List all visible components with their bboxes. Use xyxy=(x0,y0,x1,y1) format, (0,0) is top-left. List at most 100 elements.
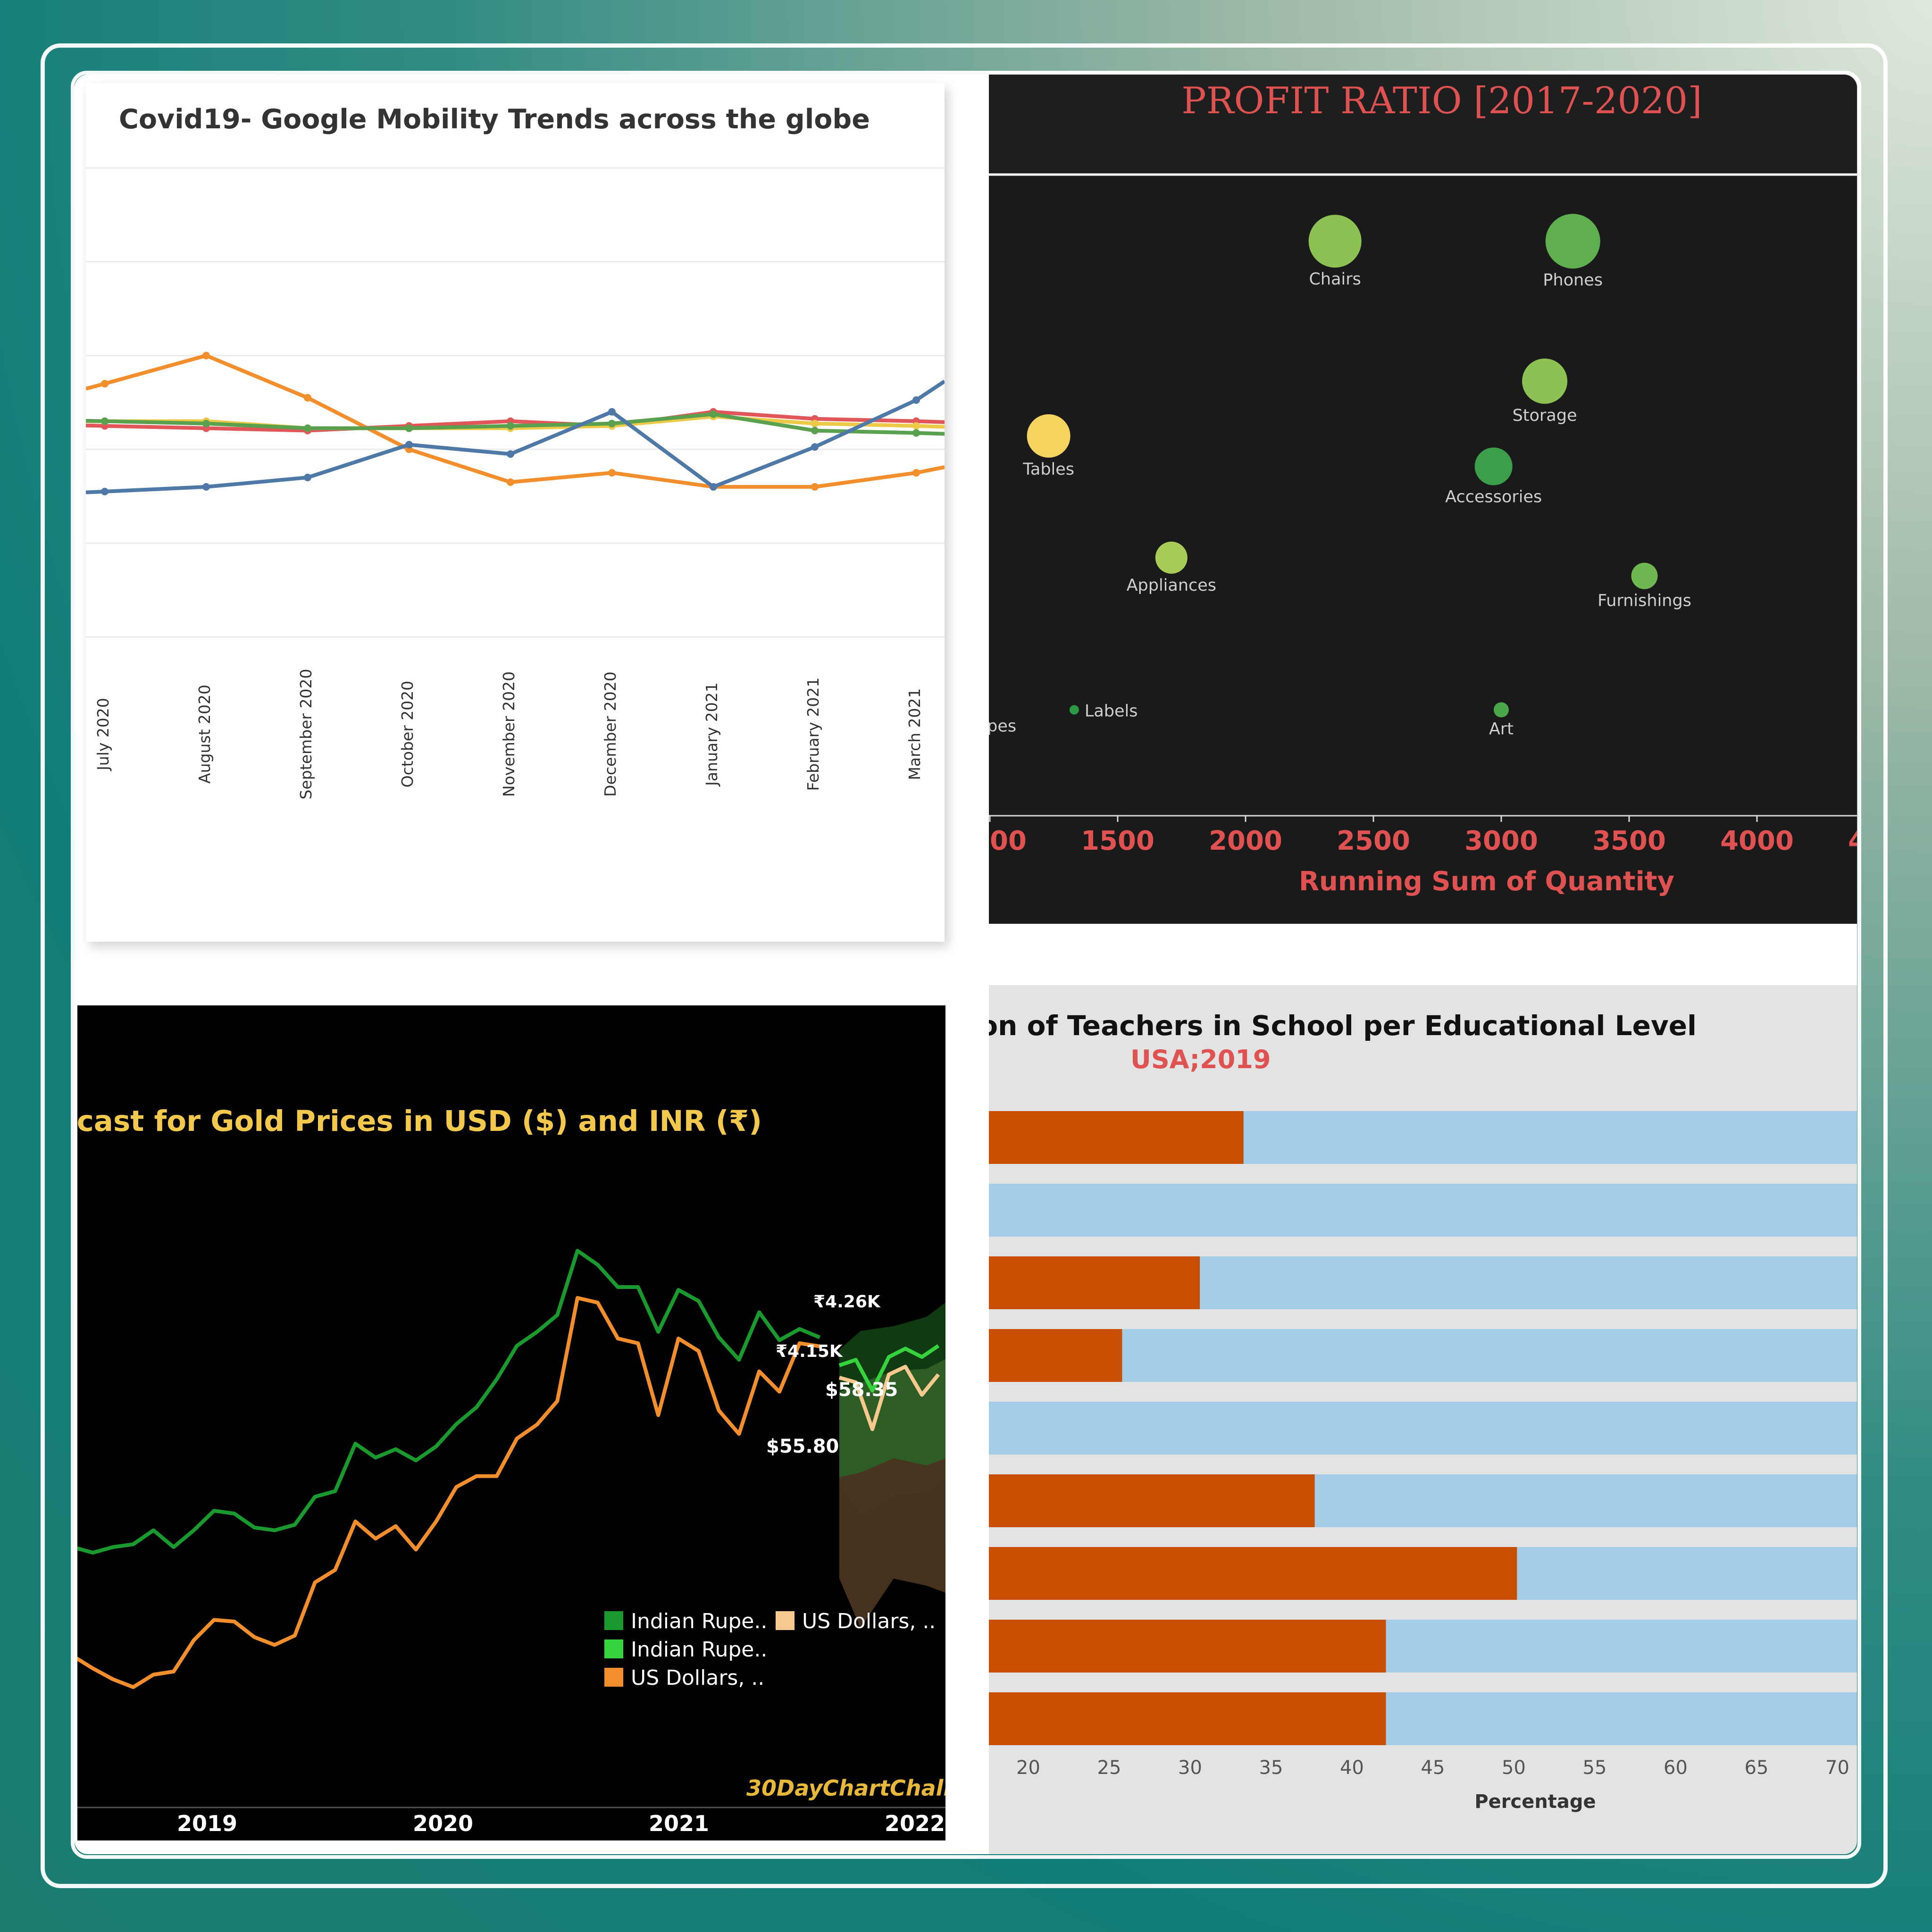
bar-value xyxy=(989,1474,1315,1527)
bubble-label: Art xyxy=(1489,720,1514,739)
series-point xyxy=(405,441,413,449)
mobility-chart-title: Covid19- Google Mobility Trends across t… xyxy=(119,104,870,135)
x-tick-label: 2019 xyxy=(177,1811,237,1836)
x-tick-label: February 2021 xyxy=(804,677,822,791)
x-tick-label: 2000 xyxy=(1209,826,1282,856)
bubble-label: Labels xyxy=(1085,702,1138,721)
bar-value xyxy=(989,1329,1122,1382)
series-point xyxy=(811,483,819,491)
x-tick-label: 2021 xyxy=(649,1811,709,1836)
bubble-appliances xyxy=(1155,542,1188,574)
bubble-label: Furnishings xyxy=(1597,592,1691,611)
bar-remainder xyxy=(989,1184,1857,1237)
bubble-label: Appliances xyxy=(1127,576,1216,595)
bubble-label: Accessories xyxy=(1445,488,1542,507)
series-point xyxy=(101,417,109,425)
gold-chart-title: Forecast for Gold Prices in USD ($) and … xyxy=(77,1104,762,1138)
inner-frame xyxy=(71,71,1861,1859)
legend-label: Indian Rupe.. xyxy=(631,1609,767,1633)
bubble-labels xyxy=(1069,705,1079,715)
profit-chart-background xyxy=(989,75,1857,924)
x-tick-label: December 2020 xyxy=(601,671,619,797)
profit-header-bar xyxy=(989,75,1857,174)
series-point xyxy=(811,419,819,427)
x-tick-label: January 2021 xyxy=(703,682,721,787)
teachers-chart-title: Proportion of Teachers in School per Edu… xyxy=(989,1010,1697,1042)
x-tick-label: 2022 xyxy=(885,1811,945,1836)
series-point xyxy=(507,450,514,458)
bubble-art xyxy=(1494,702,1509,718)
legend-label: US Dollars, .. xyxy=(802,1609,936,1633)
x-tick-label: 4500 xyxy=(1848,826,1857,856)
x-tick-label: 1000 xyxy=(989,826,1027,856)
bubble-storage xyxy=(1522,358,1568,404)
x-tick-label: July 2020 xyxy=(94,698,112,771)
series-point xyxy=(202,483,210,491)
series-point xyxy=(811,443,819,451)
profit-ratio-chart: PROFIT RATIO [2017-2020] Running Sum of … xyxy=(989,75,1857,924)
series-point xyxy=(608,419,616,427)
usd-forecast-line xyxy=(838,1364,940,1431)
bubble-label: Storage xyxy=(1513,406,1577,425)
teachers-proportion-chart: Proportion of Teachers in School per Edu… xyxy=(989,1010,1857,1813)
series-line xyxy=(86,379,945,494)
mobility-chart-panel: Covid19- Google Mobility Trends across t… xyxy=(86,83,945,942)
legend-label: Indian Rupe.. xyxy=(631,1638,767,1662)
series-point xyxy=(912,422,920,430)
series-point xyxy=(710,410,717,418)
bar-value xyxy=(989,1620,1386,1673)
x-tick-label: 40 xyxy=(1340,1757,1364,1779)
x-tick-label: 50 xyxy=(1502,1757,1526,1779)
dashboard-canvas: Covid19- Google Mobility Trends across t… xyxy=(75,75,1857,1854)
bubble-chairs xyxy=(1308,215,1362,268)
series-point xyxy=(608,469,616,477)
inr-history-line xyxy=(77,1249,821,1555)
series-point xyxy=(811,427,819,435)
x-tick-label: 70 xyxy=(1825,1757,1849,1779)
outer-frame xyxy=(41,43,1888,1888)
x-tick-label: October 2020 xyxy=(398,681,417,788)
value-label: $55.80 xyxy=(766,1436,839,1457)
x-tick-label: 4000 xyxy=(1720,826,1794,856)
value-label: ₹4.15K xyxy=(776,1342,843,1361)
bubble-accessories xyxy=(1474,447,1513,485)
usd-history-line xyxy=(77,1296,820,1689)
value-label: $58.35 xyxy=(825,1379,898,1401)
series-point xyxy=(304,424,311,432)
x-tick-label: 65 xyxy=(1745,1757,1769,1779)
x-tick-label: 30 xyxy=(1178,1757,1202,1779)
profit-ratio-panel: PROFIT RATIO [2017-2020] Running Sum of … xyxy=(989,75,1857,943)
legend-swatch xyxy=(604,1611,623,1630)
bar-remainder xyxy=(989,1329,1857,1382)
series-point xyxy=(304,394,311,402)
legend-label: US Dollars, .. xyxy=(631,1666,764,1690)
x-tick-label: September 2020 xyxy=(297,669,315,800)
x-tick-label: 1500 xyxy=(1081,826,1154,856)
series-point xyxy=(304,474,311,482)
gold-forecast-chart: Forecast for Gold Prices in USD ($) and … xyxy=(77,1104,945,1836)
x-tick-label: 60 xyxy=(1664,1757,1688,1779)
series-point xyxy=(101,487,109,495)
x-tick-label: March 2021 xyxy=(905,688,924,780)
bar-value xyxy=(989,1547,1517,1600)
x-tick-label: 2500 xyxy=(1337,826,1410,856)
series-point xyxy=(912,469,920,477)
x-tick-label: 25 xyxy=(1097,1757,1121,1779)
bar-value xyxy=(989,1256,1200,1309)
x-tick-label: November 2020 xyxy=(500,671,518,797)
teachers-xaxis-label: Percentage xyxy=(1474,1791,1596,1813)
inr-forecast-line xyxy=(838,1344,940,1393)
bar-remainder xyxy=(989,1402,1857,1455)
series-point xyxy=(101,380,109,388)
x-tick-label: 45 xyxy=(1421,1757,1445,1779)
profit-chart-title: PROFIT RATIO [2017-2020] xyxy=(1181,80,1702,122)
profit-xaxis-label: Running Sum of Quantity xyxy=(1299,866,1674,897)
series-point xyxy=(608,408,616,416)
x-tick-label: August 2020 xyxy=(195,685,214,784)
bubble-label: Envelopes xyxy=(989,717,1016,736)
series-point xyxy=(507,478,514,486)
bubble-tables xyxy=(1027,414,1071,458)
legend-swatch xyxy=(604,1639,623,1658)
series-point xyxy=(710,483,717,491)
series-point xyxy=(405,424,413,432)
